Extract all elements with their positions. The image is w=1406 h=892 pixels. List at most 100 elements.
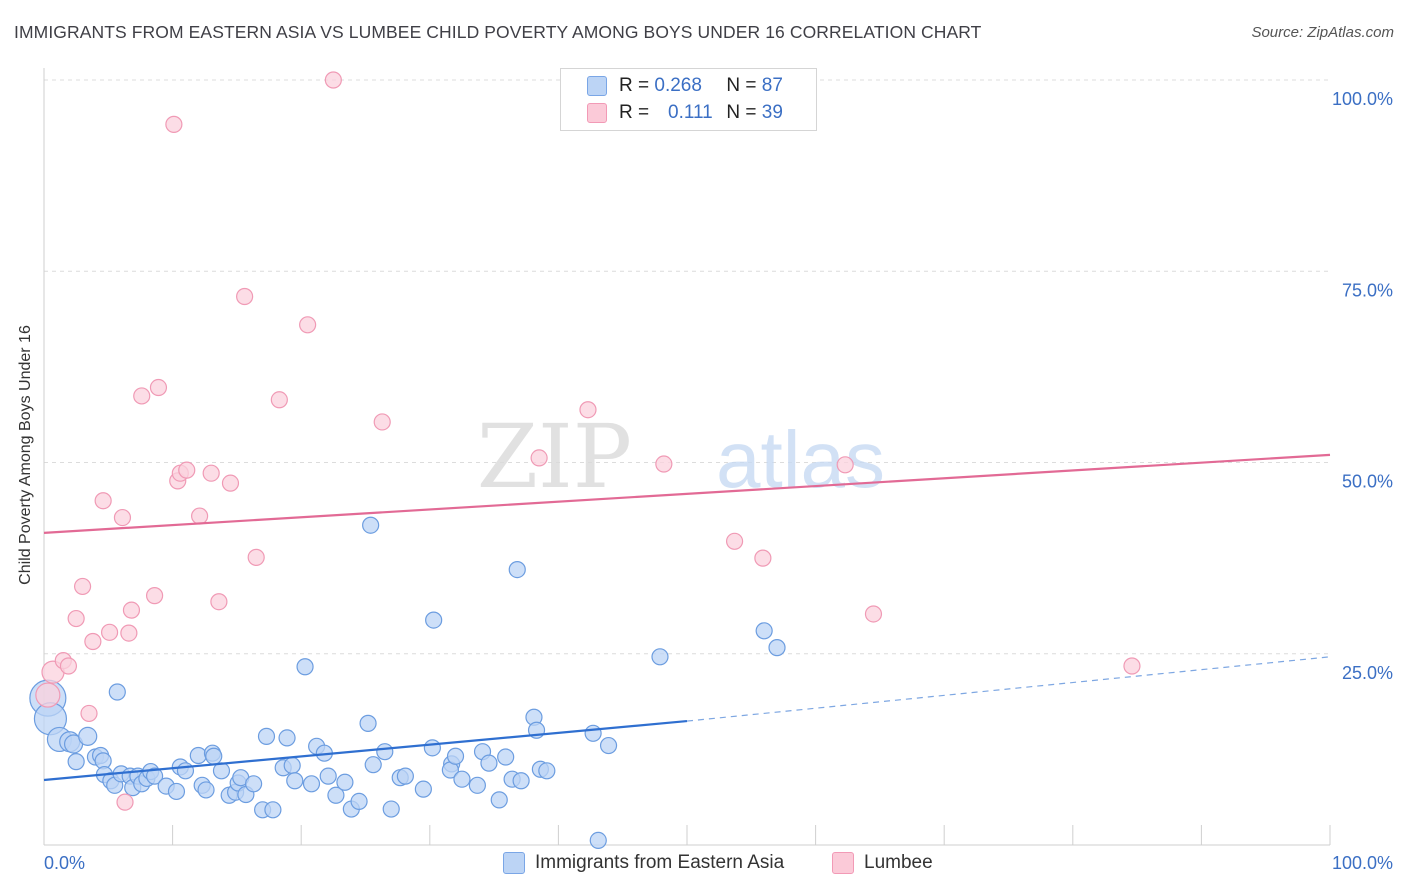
point-immigrants xyxy=(67,753,85,771)
point-lumbee xyxy=(236,287,254,306)
legend-swatch-immigrants xyxy=(503,852,525,874)
x-tick-labels: 0.0% 100.0% xyxy=(44,853,1393,873)
stats-legend: R = 0.268 N = 87 R = 0.111 N = 39 xyxy=(560,68,817,131)
legend-item-immigrants[interactable]: Immigrants from Eastern Asia xyxy=(503,852,784,874)
point-immigrants xyxy=(446,747,465,765)
legend-swatch-pink xyxy=(587,103,607,123)
point-immigrants xyxy=(359,714,377,732)
legend-r-value-immigrants: 0.268 xyxy=(654,75,702,96)
watermark-zip: ZIP xyxy=(477,405,632,508)
point-lumbee xyxy=(116,793,134,811)
point-immigrants xyxy=(319,767,337,785)
point-lumbee xyxy=(324,71,342,89)
trend-line-immigrants-projection xyxy=(686,656,1331,722)
point-immigrants xyxy=(414,780,432,798)
point-lumbee xyxy=(165,115,183,133)
legend-row-immigrants: R = 0.268 N = 87 xyxy=(587,74,783,98)
point-lumbee xyxy=(178,461,196,479)
point-lumbee xyxy=(221,474,240,492)
series-immigrants-points xyxy=(29,516,786,850)
point-immigrants xyxy=(108,683,126,701)
point-lumbee xyxy=(270,391,288,409)
point-immigrants xyxy=(189,746,207,765)
legend-n-value-immigrants: 87 xyxy=(761,75,783,96)
point-immigrants xyxy=(768,639,786,657)
y-tick-label-25: 25.0% xyxy=(1342,663,1393,683)
point-lumbee xyxy=(120,624,138,642)
y-tick-label-100: 100.0% xyxy=(1332,89,1393,109)
legend-n-value-lumbee: 39 xyxy=(761,102,783,123)
point-immigrants xyxy=(245,775,263,793)
point-immigrants xyxy=(512,772,530,790)
point-immigrants xyxy=(423,739,441,757)
point-immigrants xyxy=(538,762,556,780)
point-immigrants xyxy=(382,800,400,818)
point-immigrants xyxy=(197,781,215,799)
legend-row-lumbee: R = 0.111 N = 39 xyxy=(587,101,783,125)
y-tick-labels: 25.0% 50.0% 75.0% 100.0% xyxy=(1332,89,1393,683)
point-immigrants xyxy=(453,770,471,788)
point-lumbee xyxy=(67,609,85,628)
point-immigrants xyxy=(755,622,773,640)
point-immigrants xyxy=(278,729,296,747)
point-lumbee xyxy=(122,601,141,619)
legend-n-label: N = xyxy=(726,75,757,96)
point-lumbee xyxy=(94,492,112,510)
chart-title: IMMIGRANTS FROM EASTERN ASIA VS LUMBEE C… xyxy=(14,22,982,42)
point-lumbee xyxy=(299,316,317,334)
series-legend: Immigrants from Eastern Asia Lumbee xyxy=(0,852,1406,878)
point-lumbee xyxy=(725,532,744,550)
point-immigrants xyxy=(396,767,414,785)
y-tick-label-75: 75.0% xyxy=(1342,280,1393,300)
x-tick-label-max: 100.0% xyxy=(1332,853,1393,873)
point-immigrants xyxy=(205,747,223,765)
point-immigrants xyxy=(362,516,380,534)
point-immigrants xyxy=(490,791,508,809)
point-immigrants xyxy=(257,727,276,745)
watermark-atlas: atlas xyxy=(716,415,885,504)
point-lumbee xyxy=(836,456,854,474)
point-immigrants xyxy=(497,748,515,766)
point-lumbee xyxy=(1123,657,1141,675)
trend-lines xyxy=(43,453,1331,782)
point-immigrants xyxy=(364,756,382,774)
point-lumbee xyxy=(191,507,209,525)
point-lumbee xyxy=(149,378,168,397)
point-lumbee xyxy=(210,593,228,611)
legend-label-immigrants: Immigrants from Eastern Asia xyxy=(535,852,785,873)
point-lumbee xyxy=(113,508,132,527)
point-lumbee xyxy=(202,464,220,482)
y-axis-label: Child Poverty Among Boys Under 16 xyxy=(17,325,34,585)
legend-n-label: N = xyxy=(726,102,757,123)
x-tick-label-min: 0.0% xyxy=(44,853,85,873)
point-lumbee xyxy=(754,549,772,567)
point-immigrants xyxy=(376,743,394,761)
point-immigrants xyxy=(584,724,602,742)
point-immigrants xyxy=(589,831,607,850)
point-immigrants xyxy=(336,773,354,791)
axes xyxy=(43,68,1331,846)
point-immigrants xyxy=(283,756,301,775)
point-lumbee xyxy=(247,548,265,566)
point-lumbee xyxy=(579,401,597,419)
point-immigrants xyxy=(508,560,526,579)
legend-label-lumbee: Lumbee xyxy=(864,852,933,873)
point-immigrants xyxy=(651,648,669,666)
legend-swatch-blue xyxy=(587,76,607,96)
series-lumbee-points xyxy=(35,71,1141,811)
point-lumbee xyxy=(84,632,102,651)
gridlines xyxy=(44,79,1330,655)
point-immigrants xyxy=(145,767,164,785)
point-immigrants xyxy=(468,776,486,794)
point-lumbee xyxy=(80,704,98,723)
point-lumbee xyxy=(373,413,391,431)
point-immigrants xyxy=(286,772,304,790)
point-immigrants xyxy=(302,775,321,793)
legend-r-label: R = xyxy=(619,102,650,123)
point-lumbee xyxy=(655,455,673,473)
point-immigrants xyxy=(176,762,195,780)
point-immigrants xyxy=(425,611,443,629)
trend-line-lumbee xyxy=(43,453,1331,534)
legend-item-lumbee[interactable]: Lumbee xyxy=(832,852,933,874)
